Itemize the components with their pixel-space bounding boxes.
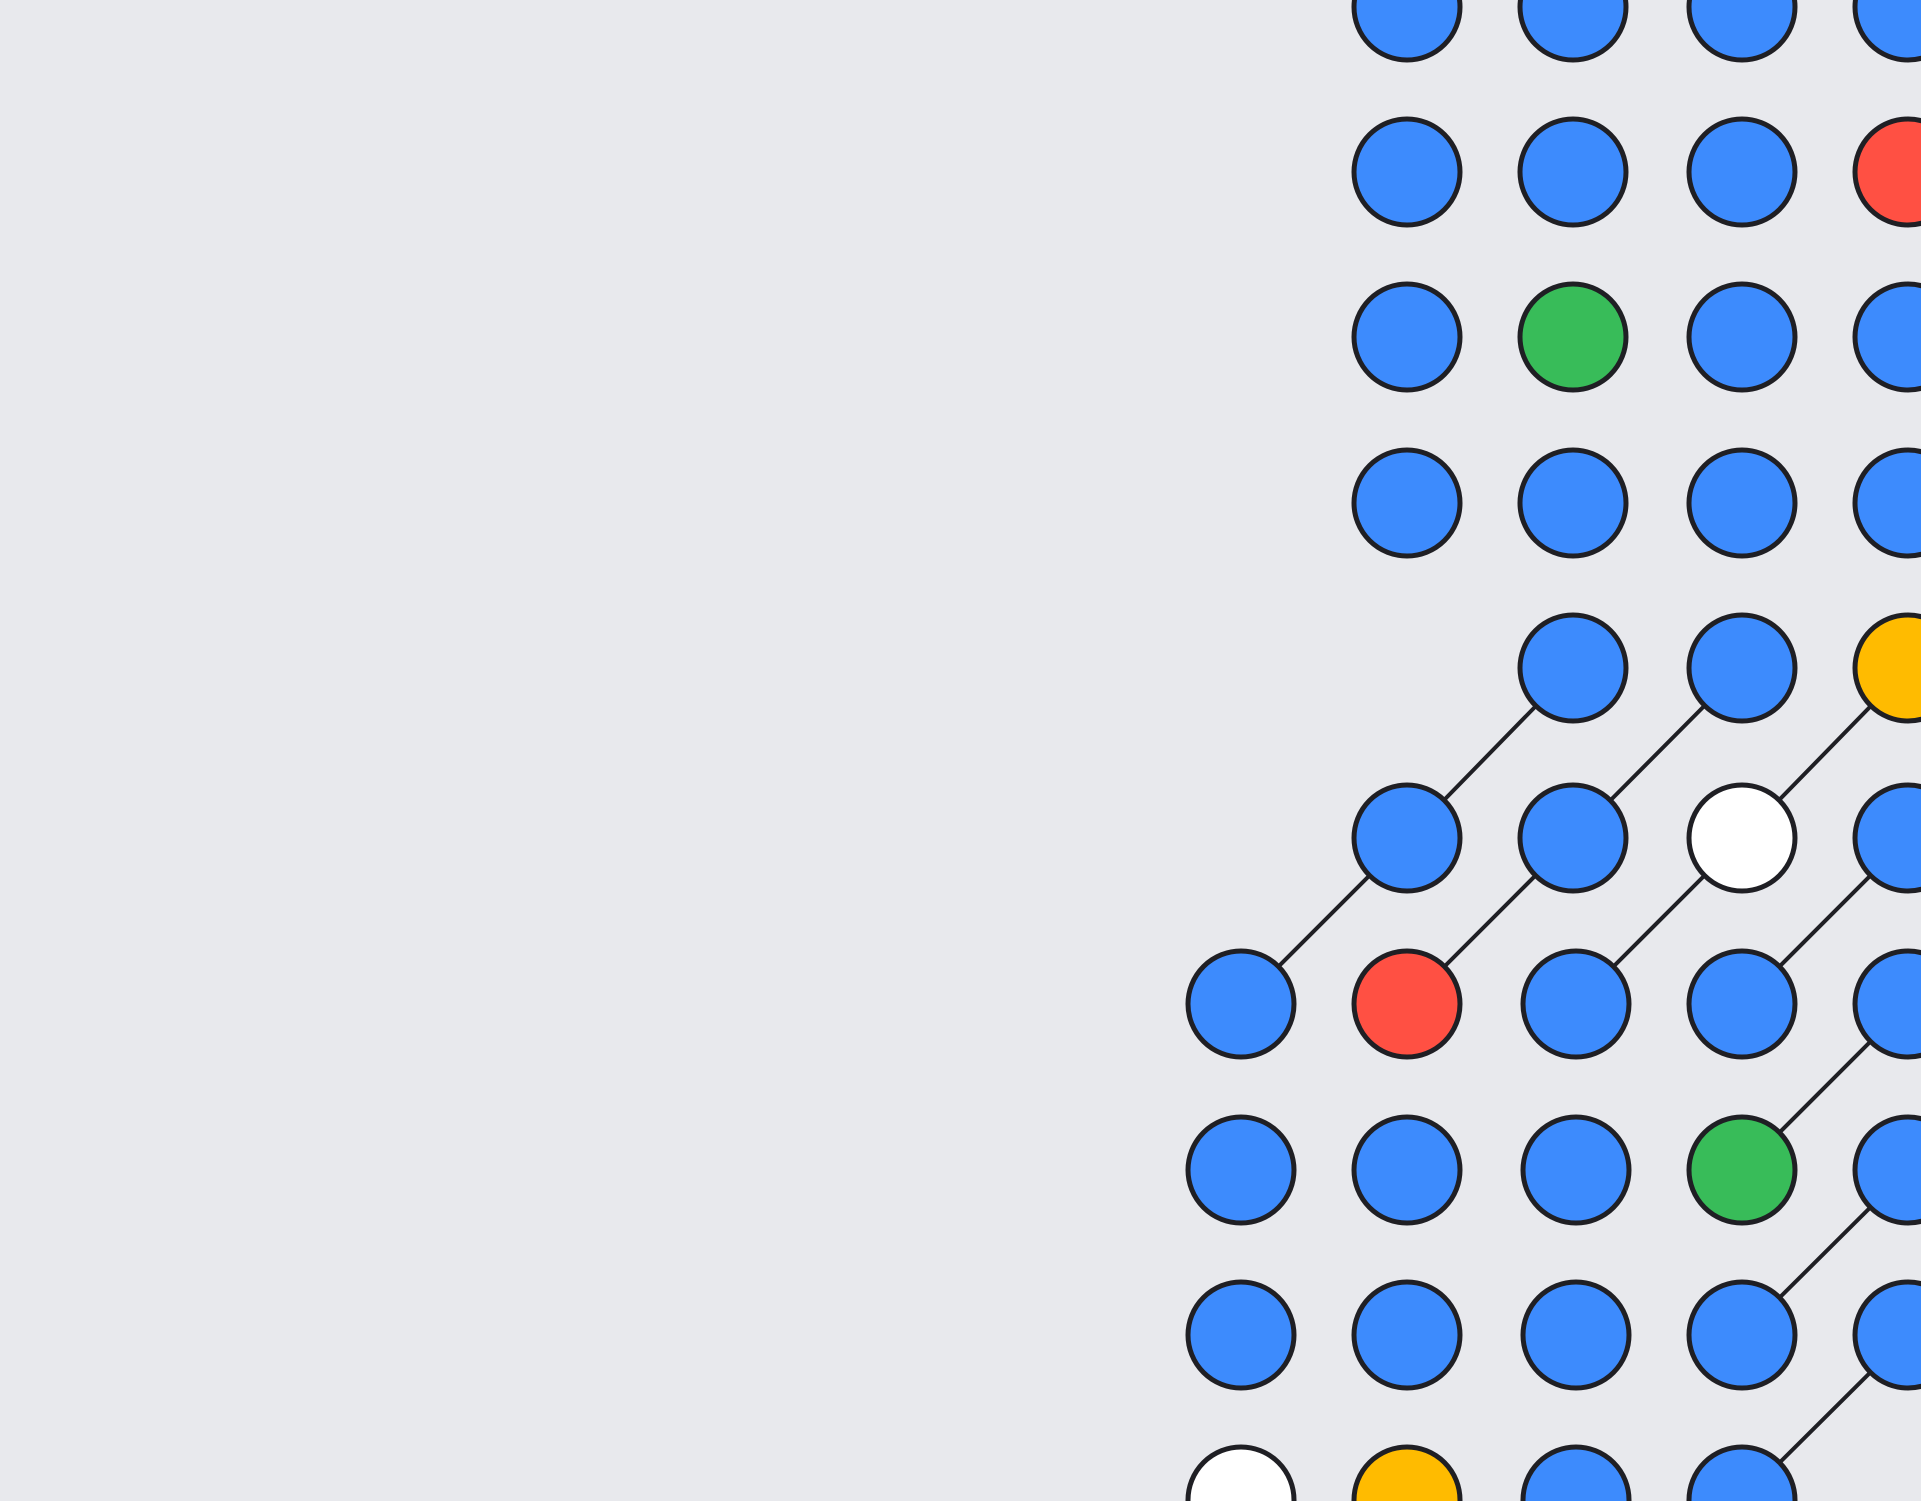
blue-dot: [1852, 1279, 1921, 1391]
empty-dot: [1686, 782, 1798, 894]
blue-dot: [1351, 1279, 1463, 1391]
blue-dot: [1686, 612, 1798, 724]
blue-dot: [1351, 782, 1463, 894]
blue-dot: [1351, 0, 1463, 63]
blue-dot: [1185, 1279, 1297, 1391]
blue-dot: [1520, 1444, 1632, 1501]
blue-dot: [1520, 1279, 1632, 1391]
blue-dot: [1520, 948, 1632, 1060]
empty-dot: [1185, 1444, 1297, 1501]
blue-dot: [1517, 447, 1629, 559]
red-dot: [1351, 948, 1463, 1060]
blue-dot: [1852, 281, 1921, 393]
blue-dot: [1517, 116, 1629, 228]
blue-dot: [1686, 1279, 1798, 1391]
blue-dot: [1852, 782, 1921, 894]
blue-dot: [1351, 281, 1463, 393]
green-dot: [1517, 281, 1629, 393]
yellow-dot: [1852, 612, 1921, 724]
red-dot: [1852, 116, 1921, 228]
blue-dot: [1686, 0, 1798, 63]
blue-dot: [1185, 1114, 1297, 1226]
dots: [1185, 0, 1921, 1501]
blue-dot: [1686, 1444, 1798, 1501]
green-dot: [1686, 1114, 1798, 1226]
blue-dot: [1686, 447, 1798, 559]
blue-dot: [1185, 948, 1297, 1060]
blue-dot: [1686, 116, 1798, 228]
blue-dot: [1520, 1114, 1632, 1226]
blue-dot: [1686, 281, 1798, 393]
blue-dot: [1517, 612, 1629, 724]
blue-dot: [1351, 1114, 1463, 1226]
blue-dot: [1852, 447, 1921, 559]
blue-dot: [1686, 948, 1798, 1060]
blue-dot: [1852, 948, 1921, 1060]
blue-dot: [1351, 116, 1463, 228]
blue-dot: [1852, 1114, 1921, 1226]
yellow-dot: [1351, 1444, 1463, 1501]
blue-dot: [1852, 0, 1921, 63]
blue-dot: [1517, 782, 1629, 894]
blue-dot: [1517, 0, 1629, 63]
blue-dot: [1351, 447, 1463, 559]
